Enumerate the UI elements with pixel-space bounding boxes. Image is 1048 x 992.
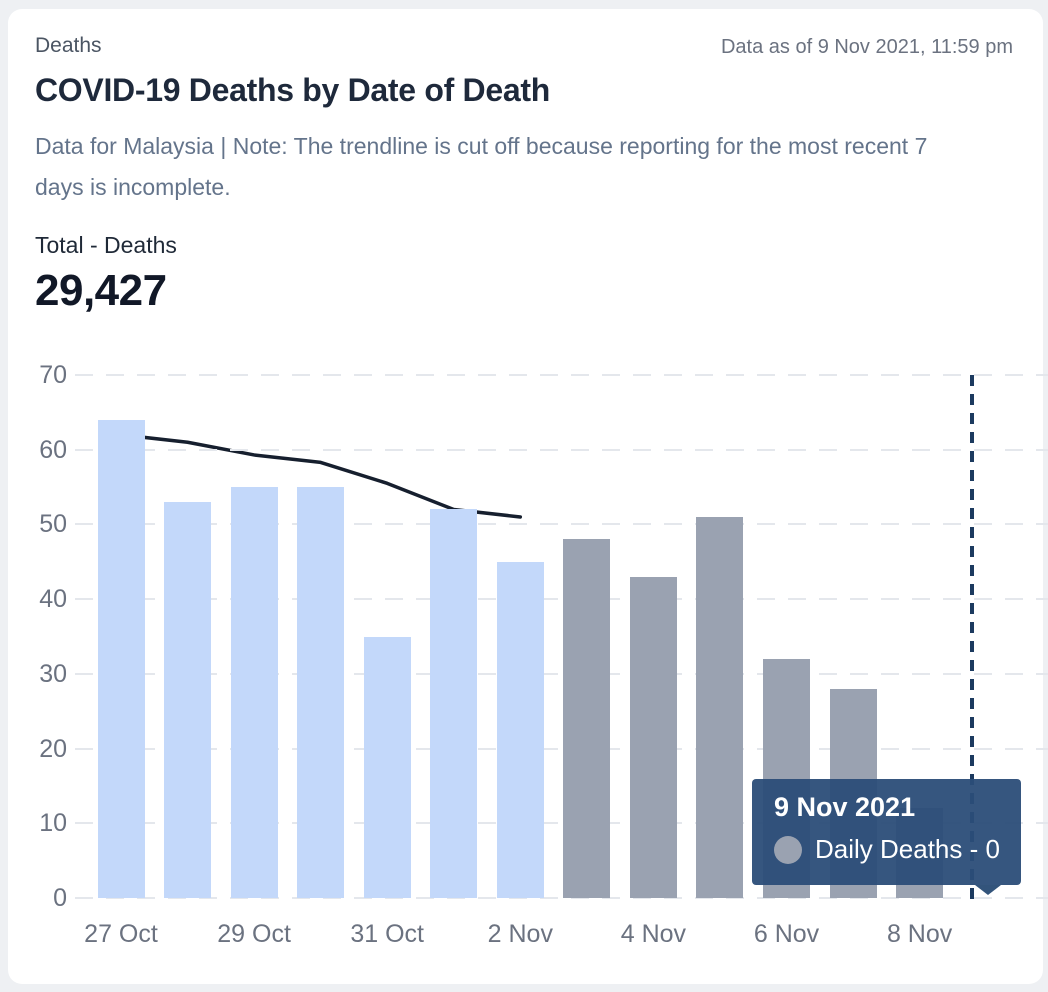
x-axis-label: 29 Oct [217,920,291,948]
section-label: Deaths [35,34,102,57]
bar-27-oct[interactable] [97,419,145,898]
y-gridline [75,672,1048,675]
bar-31-oct[interactable] [363,636,411,898]
bar-2-nov[interactable] [496,561,544,898]
chart-tooltip: 9 Nov 2021 Daily Deaths - 0 [752,779,1021,895]
tooltip-row: Daily Deaths - 0 [774,834,1021,865]
x-axis-label: 4 Nov [620,920,687,948]
data-as-of-timestamp: Data as of 9 Nov 2021, 11:59 pm [720,36,1013,58]
bar-1-nov[interactable] [430,509,478,898]
y-axis-label: 20 [39,734,67,763]
bar-29-oct[interactable] [230,487,278,898]
y-gridline [75,374,1048,376]
bar-30-oct[interactable] [297,487,345,898]
y-axis-label: 40 [39,585,67,614]
y-gridline [75,598,1048,601]
tooltip-date: 9 Nov 2021 [774,792,916,822]
y-axis-label: 70 [39,361,67,389]
total-deaths-label: Total - Deaths [35,232,177,258]
y-gridline [75,897,1048,899]
bar-28-oct[interactable] [164,502,212,898]
page-title: COVID-19 Deaths by Date of Death [35,72,550,108]
tooltip-series-value: Daily Deaths - 0 [815,834,1000,864]
bar-3-nov[interactable] [563,539,611,898]
y-axis-label: 30 [39,659,67,688]
x-axis-label: 2 Nov [487,920,553,948]
y-gridline [75,448,1048,451]
bar-4-nov[interactable] [629,576,677,898]
series-dot-icon [774,835,802,864]
tooltip-arrow-icon [975,885,1001,895]
y-gridline [75,747,1048,750]
x-axis-label: 6 Nov [753,920,820,948]
cutoff-dashed-line [970,375,974,903]
total-deaths-value: 29,427 [35,266,167,315]
y-gridline [75,822,1048,825]
chart-subtitle-note: Data for Malaysia | Note: The trendline … [35,133,928,200]
y-axis-label: 60 [39,435,67,464]
card-header: Deaths Data as of 9 Nov 2021, 11:59 pm [35,34,1013,58]
bar-5-nov[interactable] [696,516,744,898]
x-axis-label: 8 Nov [886,920,953,948]
y-axis-label: 10 [39,809,67,838]
y-gridline [75,523,1048,526]
x-axis-label: 31 Oct [350,920,425,948]
x-axis-label: 27 Oct [84,920,158,948]
y-axis-label: 50 [39,510,67,539]
y-axis-label: 0 [53,884,67,912]
